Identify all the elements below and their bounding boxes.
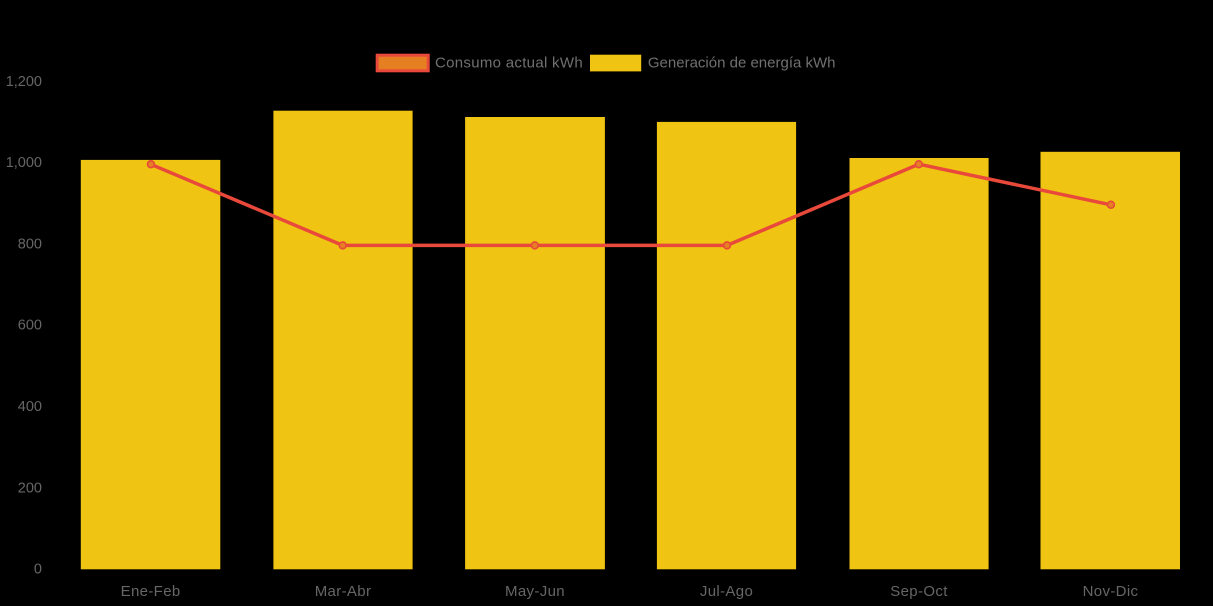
svg-text:Consumo actual kWh: Consumo actual kWh — [435, 55, 583, 72]
svg-text:Jul-Ago: Jul-Ago — [700, 583, 753, 600]
svg-text:800: 800 — [18, 236, 42, 252]
svg-text:400: 400 — [18, 399, 42, 415]
svg-text:1,200: 1,200 — [6, 74, 42, 90]
svg-text:Nov-Dic: Nov-Dic — [1083, 583, 1139, 600]
svg-text:0: 0 — [34, 562, 42, 578]
svg-text:Sep-Oct: Sep-Oct — [890, 583, 948, 600]
svg-text:1,000: 1,000 — [6, 155, 42, 171]
svg-text:600: 600 — [18, 318, 42, 334]
svg-text:Mar-Abr: Mar-Abr — [315, 583, 372, 600]
svg-text:May-Jun: May-Jun — [505, 583, 565, 600]
svg-text:Generación de energía kWh: Generación de energía kWh — [648, 55, 836, 72]
svg-text:Ene-Feb: Ene-Feb — [121, 583, 181, 600]
svg-text:200: 200 — [18, 480, 42, 496]
